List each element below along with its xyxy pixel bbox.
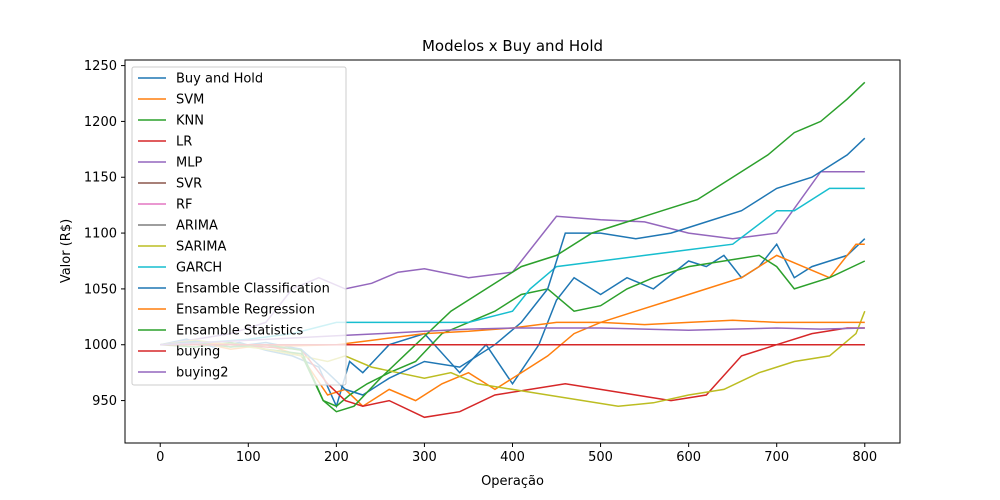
y-tick-label-5: 1200 bbox=[84, 115, 117, 130]
x-tick-label-6: 600 bbox=[676, 450, 701, 465]
x-tick-label-8: 800 bbox=[852, 450, 877, 465]
legend-label-6: RF bbox=[176, 198, 193, 213]
legend-label-12: Ensamble Statistics bbox=[176, 324, 304, 339]
x-tick-label-3: 300 bbox=[412, 450, 437, 465]
x-tick-label-7: 700 bbox=[764, 450, 789, 465]
x-axis-label: Operação bbox=[481, 474, 544, 489]
x-tick-label-2: 200 bbox=[324, 450, 349, 465]
x-axis: 0 100 200 300 400 500 600 700 800 bbox=[156, 443, 877, 465]
legend-label-5: SVR bbox=[176, 177, 202, 192]
y-axis: 950 1000 1050 1100 1150 1200 1250 bbox=[84, 59, 125, 409]
legend-label-14: buying2 bbox=[176, 366, 229, 381]
legend-box bbox=[131, 66, 347, 386]
chart-title: Modelos x Buy and Hold bbox=[422, 37, 603, 55]
legend-label-13: buying bbox=[176, 345, 220, 360]
legend-label-11: Ensamble Regression bbox=[176, 303, 315, 318]
legend-label-1: SVM bbox=[176, 93, 204, 108]
legend-label-2: KNN bbox=[176, 114, 204, 129]
legend-label-4: MLP bbox=[176, 156, 202, 171]
x-tick-label-4: 400 bbox=[500, 450, 525, 465]
y-tick-label-4: 1150 bbox=[84, 171, 117, 186]
legend-label-7: ARIMA bbox=[176, 219, 218, 234]
legend-label-3: LR bbox=[176, 135, 192, 150]
legend-label-9: GARCH bbox=[176, 261, 222, 276]
y-tick-label-2: 1050 bbox=[84, 282, 117, 297]
y-tick-label-6: 1250 bbox=[84, 59, 117, 74]
legend-label-0: Buy and Hold bbox=[176, 72, 263, 87]
x-tick-label-0: 0 bbox=[156, 450, 164, 465]
y-axis-label: Valor (R$) bbox=[59, 219, 74, 283]
legend: Buy and Hold SVM KNN LR MLP SVR RF ARIMA SARIMA G… bbox=[131, 66, 347, 386]
y-tick-label-1: 1000 bbox=[84, 338, 117, 353]
legend-label-10: Ensamble Classification bbox=[176, 282, 330, 297]
y-tick-label-3: 1100 bbox=[84, 227, 117, 242]
x-tick-label-1: 100 bbox=[236, 450, 261, 465]
y-tick-label-0: 950 bbox=[92, 394, 117, 409]
x-tick-label-5: 500 bbox=[588, 450, 613, 465]
legend-label-8: SARIMA bbox=[176, 240, 226, 255]
